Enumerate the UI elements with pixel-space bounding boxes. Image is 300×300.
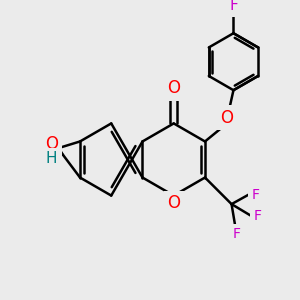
Text: F: F <box>251 188 259 202</box>
Text: O: O <box>220 109 233 127</box>
Text: O: O <box>45 135 58 153</box>
Text: H: H <box>46 151 57 166</box>
Text: F: F <box>232 227 240 242</box>
Text: O: O <box>167 194 180 212</box>
Text: F: F <box>229 0 238 13</box>
Text: F: F <box>253 208 261 223</box>
Text: O: O <box>167 79 180 97</box>
